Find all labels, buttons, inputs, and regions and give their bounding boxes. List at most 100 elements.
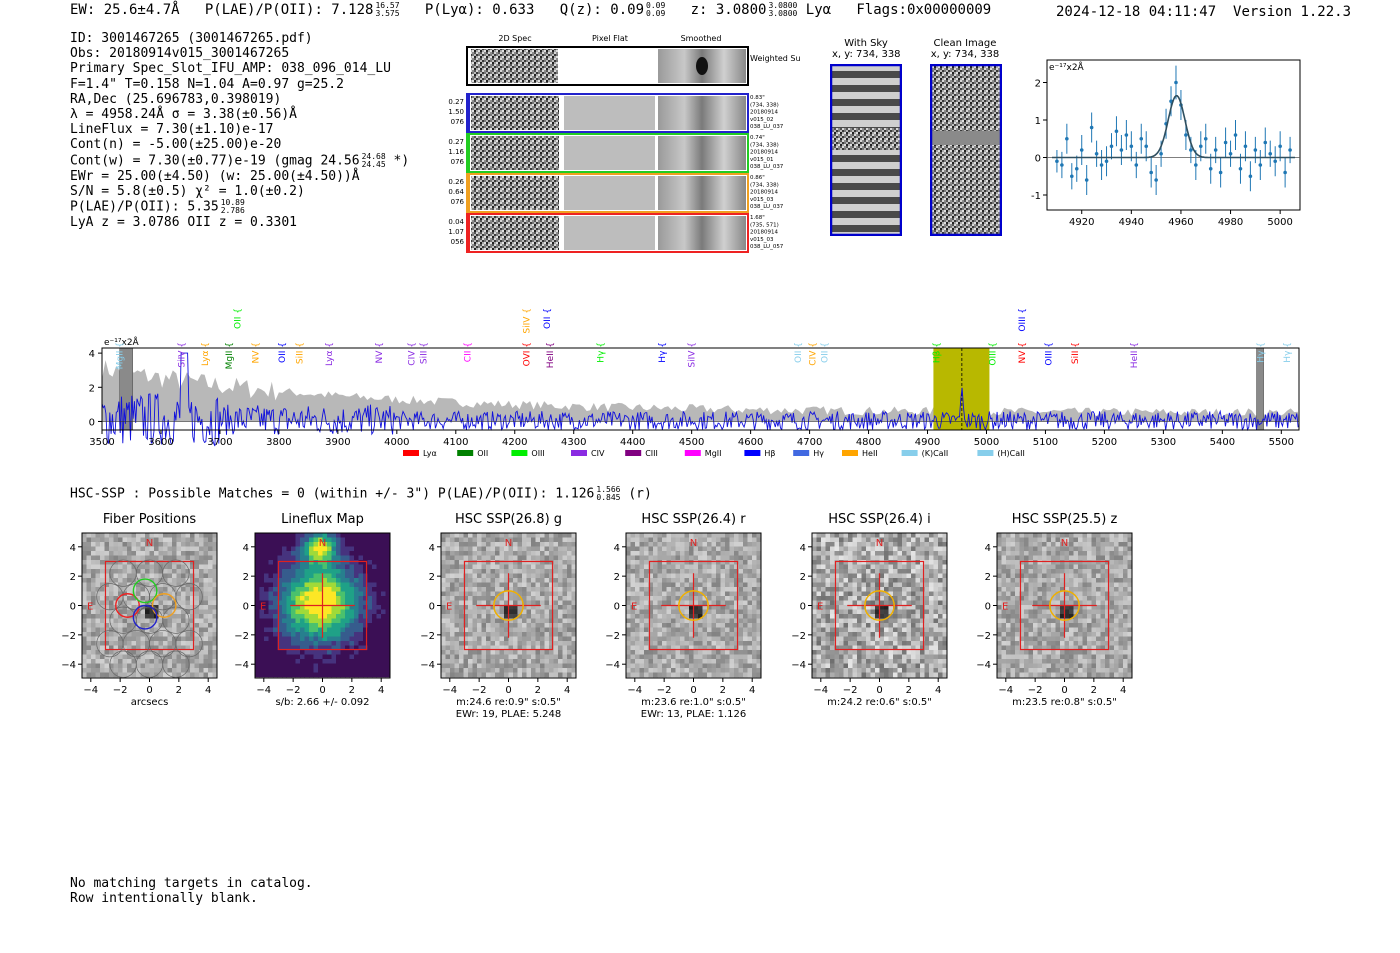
panel-x-tick-label: 0 [690, 685, 696, 696]
emission-line-label: OIII { [988, 342, 998, 366]
zoom-data-point [1238, 166, 1243, 171]
legend-swatch [793, 450, 810, 456]
cutout-smooth-image [658, 96, 746, 130]
panel-caption: m:23.5 re:0.8" s:0.5" [1012, 697, 1117, 708]
panel-y-tick-label: −4 [976, 660, 991, 671]
zoom-data-point [1288, 148, 1292, 152]
north-label: N [146, 538, 153, 549]
emission-line-label: NV { [251, 342, 261, 363]
col-pixel-flat: Pixel Flat [592, 34, 628, 43]
spectrum-line [101, 352, 1299, 447]
zoom-data-point [1268, 151, 1273, 156]
cutout-left-label: 1.16 [448, 148, 464, 156]
zoom-data-point [1248, 174, 1253, 179]
emission-line-label: CIV { [408, 342, 418, 366]
panel-y-tick-label: −4 [61, 660, 76, 671]
emission-line-label: HeII { [546, 342, 556, 368]
panel-y-tick-label: 0 [800, 602, 806, 613]
panel-y-tick-label: 4 [614, 543, 620, 554]
aperture-box [104, 560, 195, 651]
cutout-right-label: 20180914 [750, 110, 778, 116]
cutout-left-label: 1.07 [448, 228, 464, 236]
emission-line-label: OIII { [1018, 308, 1028, 332]
spectrum-y-tick-label: 2 [89, 383, 95, 394]
cutout-right-label: 20180914 [750, 150, 778, 156]
cutout-flat-image [564, 176, 655, 210]
col-2d-spec: 2D Spec [498, 34, 531, 43]
panel-y-tick-label: −2 [420, 631, 435, 642]
legend-swatch [403, 450, 419, 456]
north-label: N [319, 538, 326, 549]
emission-line-label: Hβ { [932, 342, 942, 363]
zoom-data-point [1074, 166, 1079, 171]
detection-info: ID: 3001467265 (3001467265.pdf) Obs: 201… [70, 31, 409, 230]
zoom-data-point [1060, 163, 1064, 167]
east-label: E [87, 602, 93, 613]
spectrum-y-tick-label: 0 [89, 417, 95, 428]
panel-x-tick-label: −2 [286, 685, 301, 696]
emission-line-label: SiIV { [178, 342, 188, 368]
panel-y-tick-label: 0 [985, 602, 991, 613]
legend-swatch [511, 450, 528, 456]
panel-pixels [255, 533, 391, 678]
panel-x-tick-label: 2 [535, 685, 541, 696]
cutout-right-label: 1.68" [750, 215, 765, 221]
zoom-data-point [1099, 163, 1104, 167]
emission-line-label: OII { [234, 308, 244, 329]
panel-pixels [997, 533, 1133, 678]
zoom-data-point [1213, 148, 1218, 152]
fiber-circle [175, 630, 203, 658]
panel-x-tick-label: −4 [998, 685, 1013, 696]
zoom-data-point [1149, 170, 1153, 175]
panel-image: N E −4 −4 −2 −2 0 0 2 2 4 4 arcsecs [61, 532, 218, 708]
line-flux: LineFlux = 7.30(±1.10)e-17 [70, 122, 274, 138]
panel-x-tick-label: 4 [205, 685, 211, 696]
zoom-x-tick-label: 4920 [1069, 217, 1094, 228]
cutout-right-label: 038_LU_037 [750, 204, 784, 210]
aperture-box [463, 560, 554, 651]
emission-line-label: Hγ { [1257, 342, 1267, 363]
legend-label: MgII [705, 449, 722, 458]
ewr-value: EWr = 25.00(±4.50) (w: 25.00(±4.50))Å [70, 168, 360, 184]
emission-line-label: OIII { [1044, 342, 1054, 366]
emission-line-label: SiII { [296, 342, 306, 364]
panel-x-tick-label: −4 [442, 685, 457, 696]
ra-dec: RA,Dec (25.696783,0.398019) [70, 91, 282, 107]
z-line: Lyα [805, 2, 832, 18]
emission-line-label: MgII { [225, 342, 235, 369]
cutout-left-label: 0.64 [448, 188, 464, 196]
cutout-panel: 2D Spec Pixel Flat Smoothed Weighted Sum… [448, 34, 800, 253]
cutout-2d-image [471, 216, 559, 250]
panel-title: HSC SSP(25.5) z [1011, 512, 1118, 527]
timestamp: 2024-12-18 04:11:47 [1056, 4, 1217, 20]
emission-line-label: OII { [794, 342, 804, 363]
cutout-2d-image [471, 136, 559, 170]
fiber-circle [175, 583, 203, 611]
panel-pixels [812, 533, 948, 678]
cutout-right-label: 20180914 [750, 230, 778, 236]
zoom-data-point [1174, 80, 1178, 85]
panel-pixels [441, 533, 577, 678]
panel-pixels [82, 533, 218, 678]
cutout-flat-image [564, 96, 655, 130]
panel-x-tick-label: 4 [378, 685, 384, 696]
zoom-data-point [1114, 129, 1119, 134]
panel-x-tick-label: 2 [906, 685, 912, 696]
emission-line-label: Hγ { [596, 342, 606, 363]
panel-title: Lineflux Map [281, 512, 364, 527]
cutout-left-label: 076 [451, 158, 465, 166]
zoom-data-point [1109, 144, 1114, 149]
weighted-source-blob [696, 57, 708, 75]
emission-line-label: OVI { [523, 342, 533, 366]
panel-caption: s/b: 2.66 +/- 0.092 [275, 697, 369, 708]
legend-label: (H)CaII [997, 449, 1024, 458]
panel-x-tick-label: 2 [720, 685, 726, 696]
legend-label: CIV [591, 449, 605, 458]
panel-y-tick-label: 4 [429, 543, 435, 554]
panel-x-tick-label: 0 [319, 685, 325, 696]
north-label: N [690, 538, 697, 549]
zoom-y-tick-label: -1 [1031, 191, 1041, 202]
footer-notes: No matching targets in catalog. Row inte… [70, 876, 313, 906]
zoom-data-point [1278, 144, 1282, 149]
